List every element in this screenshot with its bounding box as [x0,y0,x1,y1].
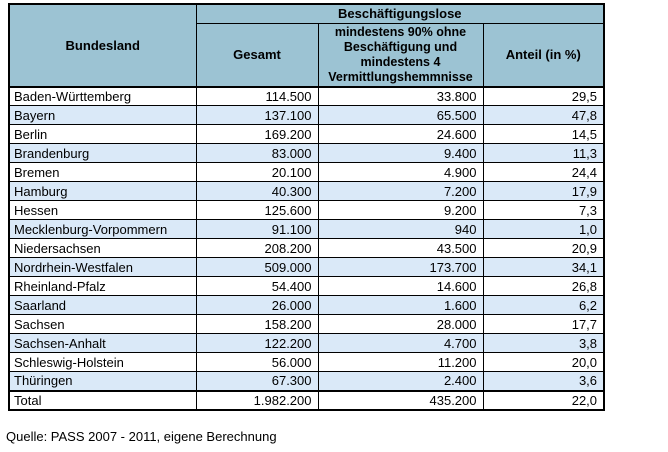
cell-mindestens: 24.600 [317,124,484,144]
cell-anteil: 17,9 [482,181,605,201]
cell-bundesland: Berlin [8,124,197,144]
table-row: Mecklenburg-Vorpommern 91.100 940 1,0 [8,219,605,239]
cell-mindestens: 33.800 [317,85,484,106]
cell-gesamt: 158.200 [195,314,319,334]
cell-anteil: 3,8 [482,333,605,353]
cell-bundesland: Niedersachsen [8,238,197,258]
cell-bundesland: Bremen [8,162,197,182]
cell-anteil: 3,6 [482,371,605,391]
cell-anteil: 34,1 [482,257,605,277]
cell-gesamt: 20.100 [195,162,319,182]
cell-anteil: 6,2 [482,295,605,315]
cell-gesamt: 83.000 [195,143,319,163]
cell-mindestens: 7.200 [317,181,484,201]
total-row: Total 1.982.200 435.200 22,0 [8,389,605,410]
header-sub-row: Gesamt mindestens 90% ohne Beschäftigung… [9,22,605,87]
cell-mindestens: 4.900 [317,162,484,182]
header-bundesland: Bundesland [8,3,197,87]
cell-mindestens: 4.700 [317,333,484,353]
cell-anteil: 7,3 [482,200,605,220]
cell-gesamt: 26.000 [195,295,319,315]
table-row: Saarland 26.000 1.600 6,2 [8,295,605,315]
table-body: Baden-Württemberg 114.500 33.800 29,5 Bayern… [8,85,605,391]
cell-bundesland: Brandenburg [8,143,197,163]
cell-gesamt: 169.200 [195,124,319,144]
cell-mindestens: 2.400 [317,371,484,391]
table-row: Hamburg 40.300 7.200 17,9 [8,181,605,201]
cell-gesamt: 208.200 [195,238,319,258]
cell-bundesland: Sachsen [8,314,197,334]
cell-mindestens: 28.000 [317,314,484,334]
total-anteil: 22,0 [482,389,605,410]
cell-mindestens: 9.200 [317,200,484,220]
table-footer: Total 1.982.200 435.200 22,0 [8,389,605,410]
cell-mindestens: 173.700 [317,257,484,277]
table-row: Nordrhein-Westfalen 509.000 173.700 34,1 [8,257,605,277]
cell-gesamt: 125.600 [195,200,319,220]
table-row: Baden-Württemberg 114.500 33.800 29,5 [8,85,605,106]
cell-bundesland: Sachsen-Anhalt [8,333,197,353]
cell-gesamt: 122.200 [195,333,319,353]
cell-bundesland: Baden-Württemberg [8,85,197,106]
cell-mindestens: 1.600 [317,295,484,315]
cell-gesamt: 40.300 [195,181,319,201]
table-row: Rheinland-Pfalz 54.400 14.600 26,8 [8,276,605,296]
table-header: Bundesland Beschäftigungslose Gesamt min… [8,3,605,87]
total-mindestens: 435.200 [317,389,484,410]
table-row: Sachsen-Anhalt 122.200 4.700 3,8 [8,333,605,353]
header-beschaeftigungslose-group: Beschäftigungslose [195,3,605,24]
table-row: Bremen 20.100 4.900 24,4 [8,162,605,182]
cell-bundesland: Rheinland-Pfalz [8,276,197,296]
cell-mindestens: 940 [317,219,484,239]
cell-anteil: 20,0 [482,352,605,372]
cell-bundesland: Bayern [8,105,197,125]
cell-mindestens: 9.400 [317,143,484,163]
cell-anteil: 11,3 [482,143,605,163]
table-row: Bayern 137.100 65.500 47,8 [8,105,605,125]
total-gesamt: 1.982.200 [195,389,319,410]
cell-bundesland: Hessen [8,200,197,220]
table-row: Hessen 125.600 9.200 7,3 [8,200,605,220]
cell-gesamt: 509.000 [195,257,319,277]
cell-mindestens: 43.500 [317,238,484,258]
cell-bundesland: Nordrhein-Westfalen [8,257,197,277]
cell-gesamt: 91.100 [195,219,319,239]
cell-mindestens: 14.600 [317,276,484,296]
cell-anteil: 29,5 [482,85,605,106]
header-gesamt: Gesamt [195,22,319,87]
cell-gesamt: 67.300 [195,371,319,391]
cell-mindestens: 65.500 [317,105,484,125]
header-anteil: Anteil (in %) [482,22,605,87]
cell-bundesland: Thüringen [8,371,197,391]
table-row: Schleswig-Holstein 56.000 11.200 20,0 [8,352,605,372]
bundesland-table: Bundesland Beschäftigungslose Gesamt min… [8,3,606,411]
cell-bundesland: Hamburg [8,181,197,201]
total-label: Total [8,389,197,410]
header-group-row: Bundesland Beschäftigungslose [8,3,605,87]
cell-anteil: 20,9 [482,238,605,258]
table-row: Niedersachsen 208.200 43.500 20,9 [8,238,605,258]
cell-bundesland: Mecklenburg-Vorpommern [8,219,197,239]
header-mindestens: mindestens 90% ohne Beschäftigung und mi… [317,22,484,87]
cell-gesamt: 114.500 [195,85,319,106]
cell-anteil: 47,8 [482,105,605,125]
cell-anteil: 24,4 [482,162,605,182]
table-row: Thüringen 67.300 2.400 3,6 [8,371,605,391]
cell-anteil: 1,0 [482,219,605,239]
cell-mindestens: 11.200 [317,352,484,372]
cell-gesamt: 54.400 [195,276,319,296]
cell-bundesland: Schleswig-Holstein [8,352,197,372]
source-note: Quelle: PASS 2007 - 2011, eigene Berechn… [6,429,277,444]
cell-anteil: 14,5 [482,124,605,144]
cell-gesamt: 56.000 [195,352,319,372]
cell-anteil: 26,8 [482,276,605,296]
table-row: Berlin 169.200 24.600 14,5 [8,124,605,144]
table-row: Brandenburg 83.000 9.400 11,3 [8,143,605,163]
cell-gesamt: 137.100 [195,105,319,125]
cell-bundesland: Saarland [8,295,197,315]
table-row: Sachsen 158.200 28.000 17,7 [8,314,605,334]
cell-anteil: 17,7 [482,314,605,334]
